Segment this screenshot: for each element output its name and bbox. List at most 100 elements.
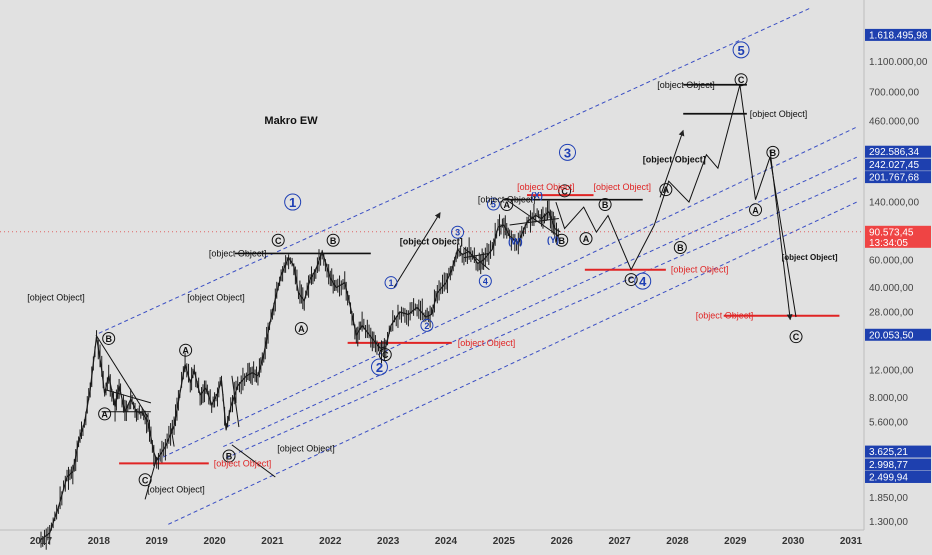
wave-label-text: C <box>142 475 149 485</box>
wave-label-text: B <box>602 200 609 210</box>
price-badge: 20.053,50 <box>865 328 931 341</box>
fib-1272-label: [object Object] <box>517 182 575 192</box>
wave-circle <box>734 73 748 87</box>
wave-label-text: 5 <box>491 200 496 210</box>
wave-label-text: B <box>330 236 337 246</box>
projection-arrow <box>659 129 685 198</box>
fib-05-label: [object Object] <box>458 338 516 348</box>
wave-a-label: A <box>749 203 763 217</box>
wave-circle <box>579 232 593 246</box>
wave-b-label: B <box>673 240 687 254</box>
x-tick-label: 2019 <box>146 536 169 547</box>
price-badge: 242.027,45 <box>865 158 931 171</box>
wave-circle <box>558 184 572 198</box>
x-tick-label: 2029 <box>724 536 747 547</box>
wave-circle <box>659 183 673 197</box>
annotation-pointer <box>231 444 276 478</box>
wave-circle <box>370 358 388 376</box>
price-badge: 3.625,21 <box>865 445 931 458</box>
price-badge-bg <box>865 458 931 471</box>
wave-w-label: (W) <box>508 237 523 247</box>
wave-label-text: C <box>382 350 389 360</box>
x-tick-label: 2024 <box>435 536 458 547</box>
wave-a-label: A <box>500 198 514 212</box>
wave-circle <box>486 197 500 211</box>
wave-circle <box>732 41 750 59</box>
annotation-text: [object Object] <box>277 444 335 454</box>
wave-minor-1-label: 1 <box>384 276 398 290</box>
wave-c-label: C <box>789 330 803 344</box>
wave-label-text: C <box>738 75 745 85</box>
x-tick-label: 2017 <box>30 536 53 547</box>
x-tick-label: 2018 <box>88 536 111 547</box>
wave-circle <box>500 198 514 212</box>
wave-label-text: 3 <box>455 228 460 238</box>
x-tick-label: 2026 <box>551 536 574 547</box>
x-tick-label: 2022 <box>319 536 342 547</box>
wave-label-text: B <box>105 334 112 344</box>
price-badge-time: 13:34:05 <box>869 238 908 249</box>
wave-circle <box>634 272 652 290</box>
projection-arrow <box>393 212 441 288</box>
y-tick-label: 1.300,00 <box>869 517 908 528</box>
covid-qe-note: [object Object] <box>277 444 335 454</box>
wave-labels: 1 2 3 4 5 1 2 3 4 5 B A C A B C B A C A C B B A C A B C A B C (W) (X) (Y) <box>98 41 803 487</box>
wave-x-label: (X) <box>531 191 543 201</box>
wave-b-label: B <box>222 449 236 463</box>
wave-label-text: A <box>182 346 189 356</box>
x-tick-label: 2028 <box>666 536 689 547</box>
wave-circle <box>179 343 193 357</box>
y-tick-label: 700.000,00 <box>869 88 919 99</box>
wave-label-text: A <box>298 324 305 334</box>
wave-label-text: 5 <box>737 43 744 58</box>
y-tick-label: 5.600,00 <box>869 417 908 428</box>
wave-circle <box>326 233 340 247</box>
wave-circle <box>138 473 152 487</box>
wave-label-text: C <box>628 275 635 285</box>
price-badge-bg <box>865 145 931 158</box>
annotation-text: [object Object] <box>27 293 85 303</box>
wave-minor-2-label: 2 <box>420 318 434 332</box>
chart-annotations: [object Object] [object Object] [object Ob… <box>27 80 838 495</box>
annotation-pointer <box>231 375 240 428</box>
wave-circle <box>555 233 569 247</box>
wave-circle <box>673 240 687 254</box>
wave-3-label: 3 <box>559 143 576 161</box>
y-tick-label: 1.100.000,00 <box>869 57 928 68</box>
wave-label-text: 4 <box>639 274 647 289</box>
wave-label-text: A <box>504 200 511 210</box>
price-badge-text: 3.625,21 <box>869 447 908 458</box>
wave-label-text: A <box>663 185 670 195</box>
price-badge-text: 2.998,77 <box>869 460 908 471</box>
price-badge-text: 2.499,94 <box>869 472 908 483</box>
y-tick-label: 1.850,00 <box>869 493 908 504</box>
wave-a-label: A <box>294 321 308 335</box>
wave-circle <box>271 233 285 247</box>
fib-05-label: [object Object] <box>671 265 729 275</box>
price-badge-text: 201.767,68 <box>869 173 919 184</box>
wave-label-text: B <box>677 243 684 253</box>
wave-c-label: C <box>138 473 152 487</box>
x-tick-label: 2021 <box>261 536 284 547</box>
wave-minor-3-label: 3 <box>451 225 465 239</box>
wave-circle <box>559 143 576 161</box>
price-badge-text: 292.586,34 <box>869 147 919 158</box>
wave-circle <box>451 225 465 239</box>
wave-label-text: C <box>561 186 568 196</box>
price-badge-text: 242.027,45 <box>869 160 919 171</box>
price-badge: 201.767,68 <box>865 171 931 184</box>
wave-circle <box>102 331 116 345</box>
wave-a-label: A <box>179 343 193 357</box>
wave-circle <box>749 203 763 217</box>
price-badge-bg <box>865 445 931 458</box>
wave-label-text: 1 <box>289 195 296 210</box>
fib-0786-label: [object Object] <box>478 195 536 205</box>
price-line <box>40 210 561 540</box>
price-badge-bg <box>865 470 931 483</box>
wave-b-label: B <box>555 233 569 247</box>
y-tick-label: 12.000,00 <box>869 365 914 376</box>
wave-label-text: B <box>770 148 777 158</box>
